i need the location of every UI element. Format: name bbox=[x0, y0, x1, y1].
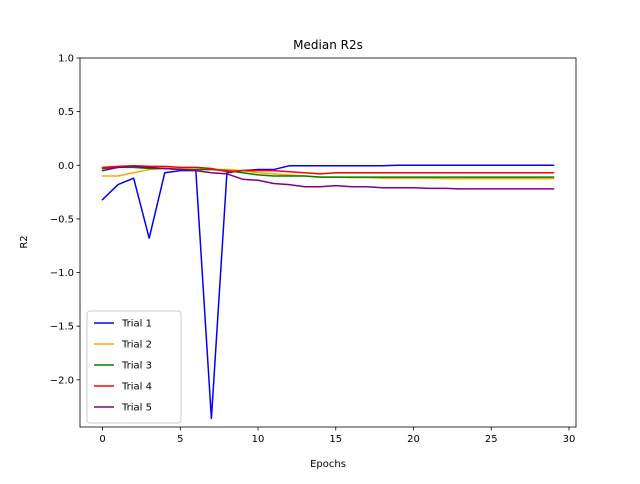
y-tick-label: −0.5 bbox=[50, 214, 74, 225]
y-tick-label: −1.5 bbox=[50, 322, 74, 333]
legend-box bbox=[86, 310, 182, 424]
plot-frame bbox=[79, 57, 577, 428]
legend: Trial 1 Trial 2 Trial 3 Trial 4 Trial 5 bbox=[86, 310, 182, 424]
y-tick-label: 1.0 bbox=[58, 54, 74, 65]
x-tick-label: 30 bbox=[563, 434, 576, 445]
series-line-trial-5 bbox=[101, 165, 555, 190]
x-tick-label: 5 bbox=[177, 434, 183, 445]
x-tick-label: 0 bbox=[99, 434, 105, 445]
plot-area: 0 5 10 15 20 25 30 1.0 0.5 0.0 −0.5 −1.0 −1.5 −2.0 bbox=[50, 54, 577, 445]
series-lines bbox=[101, 164, 555, 420]
x-axis-label: Epochs bbox=[310, 459, 346, 470]
x-tick-label: 25 bbox=[485, 434, 498, 445]
y-tick-label: 0.5 bbox=[58, 107, 74, 118]
y-tick-label: −1.0 bbox=[50, 268, 74, 279]
legend-label-trial-2: Trial 2 bbox=[121, 340, 152, 351]
y-axis-label: R2 bbox=[19, 235, 30, 248]
x-tick-label: 20 bbox=[407, 434, 420, 445]
legend-label-trial-4: Trial 4 bbox=[121, 382, 152, 393]
y-tick-label: 0.0 bbox=[58, 161, 74, 172]
legend-label-trial-3: Trial 3 bbox=[121, 361, 152, 372]
x-tick-label: 10 bbox=[252, 434, 265, 445]
x-tick-label: 15 bbox=[329, 434, 342, 445]
series-line-trial-1 bbox=[101, 164, 555, 420]
y-tick-label: −2.0 bbox=[50, 375, 74, 386]
series-line-trial-4 bbox=[101, 165, 555, 175]
chart-title: Median R2s bbox=[293, 38, 363, 52]
legend-label-trial-1: Trial 1 bbox=[121, 319, 152, 330]
legend-label-trial-5: Trial 5 bbox=[121, 403, 152, 414]
